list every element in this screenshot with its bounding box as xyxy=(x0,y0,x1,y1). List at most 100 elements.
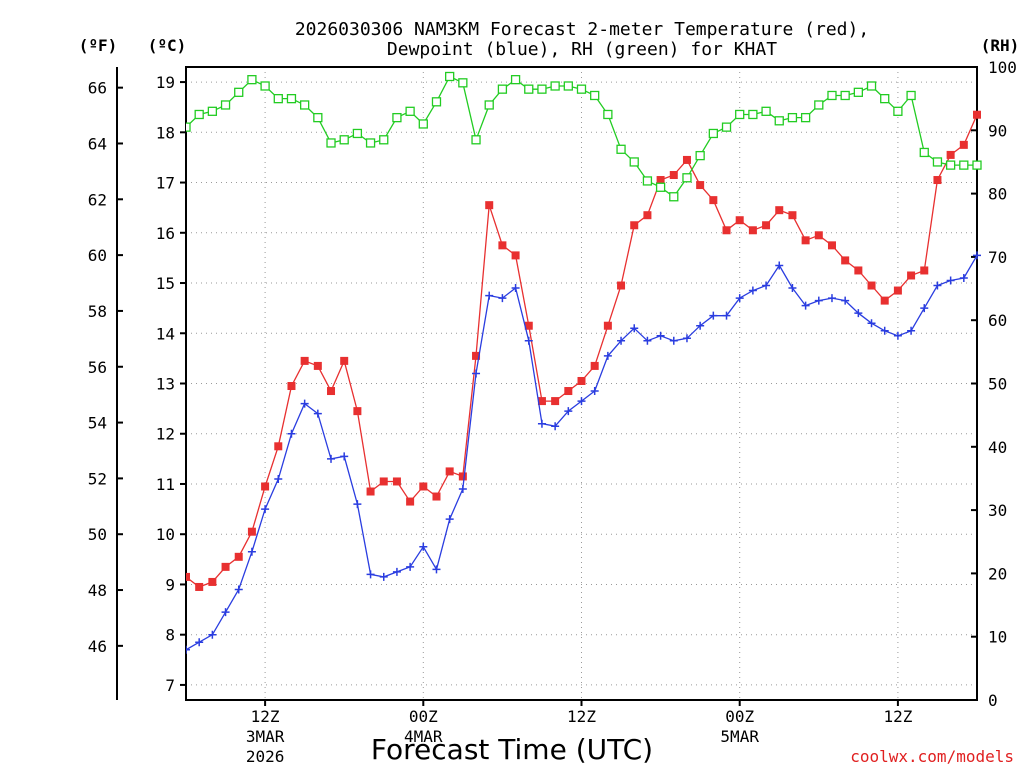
2-meter-temperature-point xyxy=(537,397,546,406)
time-tick-label: 12Z xyxy=(251,707,280,726)
dewpoint-point xyxy=(313,409,322,418)
dewpoint-point xyxy=(419,542,428,551)
2-meter-temperature-point xyxy=(340,356,349,365)
2-meter-temperature-point xyxy=(709,196,718,205)
2-meter-temperature-point xyxy=(287,382,296,391)
celsius-unit-label: (ºC) xyxy=(148,36,187,55)
2-meter-temperature-point xyxy=(827,241,836,250)
rh-point xyxy=(352,128,363,139)
rh-unit-label: (RH) xyxy=(981,36,1020,55)
rh-point xyxy=(326,138,336,148)
dewpoint-point xyxy=(682,334,691,343)
rh-point xyxy=(186,122,191,132)
rh-point xyxy=(932,157,943,167)
dewpoint-point xyxy=(920,304,929,313)
celsius-tick-label: 13 xyxy=(156,375,175,394)
dewpoint-point xyxy=(827,294,836,303)
celsius-tick-label: 12 xyxy=(156,425,175,444)
2-meter-temperature-point xyxy=(524,321,533,330)
date-tick-label: 5MAR xyxy=(720,727,759,746)
rh-point xyxy=(286,94,297,104)
rh-point xyxy=(497,84,508,94)
celsius-tick-label: 8 xyxy=(165,626,175,645)
dewpoint-point xyxy=(946,276,955,285)
rh-point xyxy=(682,173,692,183)
rh-point xyxy=(603,109,613,120)
dewpoint-point xyxy=(537,419,546,428)
rh-point xyxy=(774,116,784,126)
series-layer xyxy=(186,71,982,654)
2-meter-temperature-point xyxy=(261,482,270,491)
dewpoint-point xyxy=(208,630,217,639)
2-meter-temperature-point xyxy=(682,155,691,164)
fahrenheit-tick-label: 58 xyxy=(88,302,107,321)
2-meter-temperature-point xyxy=(195,582,204,591)
time-tick-label: 00Z xyxy=(409,707,438,726)
celsius-tick-label: 14 xyxy=(156,324,175,343)
dewpoint-point xyxy=(867,319,876,328)
2-meter-temperature-point xyxy=(893,286,902,295)
dewpoint-point xyxy=(841,296,850,305)
dewpoint-point xyxy=(485,291,494,300)
2-meter-temperature-point xyxy=(854,266,863,275)
rh-point xyxy=(379,135,389,145)
2-meter-temperature-point xyxy=(748,226,757,235)
rh-point xyxy=(840,90,850,101)
dewpoint-point xyxy=(300,399,309,408)
rh-point xyxy=(655,182,666,192)
rh-point xyxy=(972,160,982,170)
2-meter-temperature-point xyxy=(353,407,362,416)
dewpoint-point xyxy=(247,547,256,556)
2-meter-temperature-point xyxy=(920,266,929,275)
dewpoint-point xyxy=(564,407,573,416)
rh-tick-label: 20 xyxy=(988,564,1007,583)
dewpoint-point xyxy=(814,296,823,305)
2-meter-temperature-point xyxy=(669,171,678,180)
rh-point xyxy=(365,138,376,148)
dewpoint-point xyxy=(669,336,678,345)
dewpoint-point xyxy=(287,429,296,438)
rh-tick-label: 10 xyxy=(988,628,1007,647)
rh-point xyxy=(576,84,587,94)
fahrenheit-tick-label: 64 xyxy=(88,134,107,153)
dewpoint-point xyxy=(274,474,283,483)
credit-text: coolwx.com/models xyxy=(850,747,1014,766)
dewpoint-point xyxy=(696,321,705,330)
dewpoint-point xyxy=(472,369,481,378)
rh-point xyxy=(695,150,705,161)
dewpoint-point xyxy=(617,336,626,345)
celsius-tick-label: 7 xyxy=(165,676,175,695)
fahrenheit-tick-label: 56 xyxy=(88,358,107,377)
2-meter-temperature-point xyxy=(564,387,573,396)
2-meter-temperature-point xyxy=(590,361,599,370)
2-meter-temperature-point xyxy=(603,321,612,330)
dewpoint-point xyxy=(551,422,560,431)
2-meter-temperature-point xyxy=(788,211,797,220)
rh-point xyxy=(445,71,455,82)
dewpoint-series xyxy=(186,251,981,654)
2-meter-temperature-point xyxy=(973,110,981,119)
rh-point xyxy=(853,87,863,97)
rh-point xyxy=(590,90,600,101)
rh-point xyxy=(484,100,494,110)
fahrenheit-tick-label: 50 xyxy=(88,525,107,544)
series-clip-group xyxy=(186,71,982,654)
dewpoint-point xyxy=(590,387,599,396)
2-meter-temperature-point xyxy=(735,216,744,225)
2-meter-temperature-point xyxy=(392,477,401,486)
dewpoint-point xyxy=(340,452,349,461)
dewpoint-point xyxy=(406,562,415,571)
celsius-tick-label: 15 xyxy=(156,274,175,293)
rh-point xyxy=(550,81,560,91)
rh-point xyxy=(471,135,481,145)
rh-point xyxy=(814,100,824,110)
2-meter-temperature-point xyxy=(234,552,243,561)
fahrenheit-unit-label: (ºF) xyxy=(79,36,118,55)
dewpoint-point xyxy=(603,351,612,360)
rh-point xyxy=(273,94,283,104)
rh-point xyxy=(405,106,415,116)
2-meter-temperature-point xyxy=(419,482,428,491)
rh-point xyxy=(563,81,573,91)
